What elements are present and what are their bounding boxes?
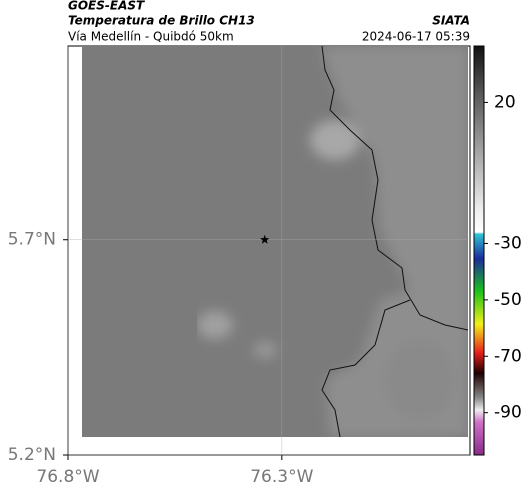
route: Vía Medellín - Quibdó 50km xyxy=(68,30,234,44)
y-tick-label: 5.7°N xyxy=(8,230,56,250)
subtitle: Temperatura de Brillo CH13 xyxy=(68,14,255,28)
timestamp: 2024-06-17 05:39 xyxy=(362,30,470,44)
colorbar-tick-label: -50 xyxy=(494,290,522,310)
title: GOES-EAST xyxy=(68,0,145,13)
location-marker xyxy=(260,234,270,244)
colorbar-tick-label: -70 xyxy=(494,346,522,366)
colorbar-tick-label: 20 xyxy=(494,92,516,112)
x-tick-label: 76.8°W xyxy=(36,467,99,487)
x-tick-label: 76.3°W xyxy=(250,467,313,487)
satellite-image xyxy=(82,45,469,438)
colorbar-tick-label: -30 xyxy=(494,233,522,253)
colorbar xyxy=(473,45,485,456)
y-tick-label: 5.2°N xyxy=(8,445,56,465)
colorbar-tick-label: -90 xyxy=(494,403,522,423)
source: SIATA xyxy=(432,14,470,28)
